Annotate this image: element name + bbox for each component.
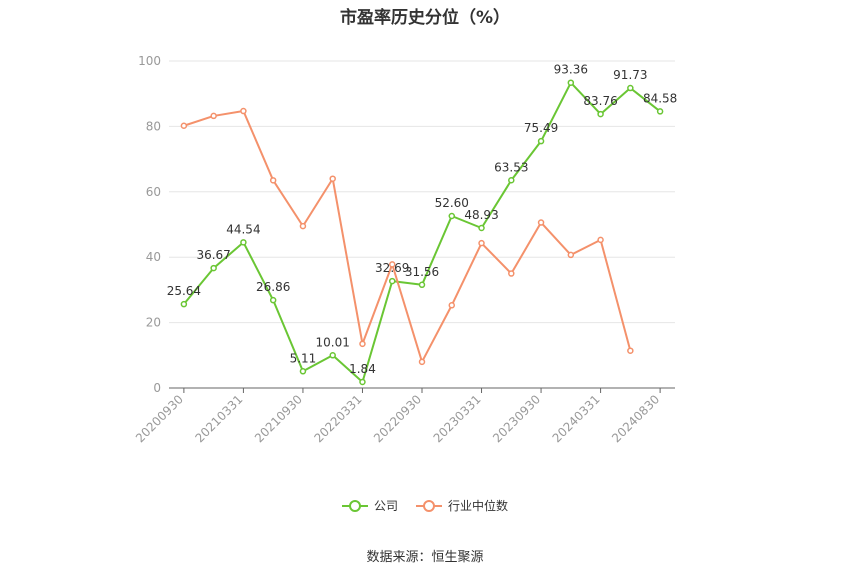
data-label: 36.67 [196,248,230,262]
data-point [359,378,366,386]
x-tick-label: 20240331 [550,392,603,445]
data-point [299,368,307,375]
y-tick-label: 80 [146,119,161,133]
data-point [299,222,307,230]
data-point [210,112,217,120]
series-lines [180,79,664,386]
data-point [329,175,336,182]
legend-swatch [341,499,368,512]
data-point [180,122,188,129]
data-label: 26.86 [256,280,290,294]
y-tick-label: 100 [138,54,161,68]
data-label: 31.56 [405,265,439,279]
y-tick-label: 20 [146,316,161,330]
x-tick-label: 20220331 [312,392,365,445]
data-label: 25.64 [167,284,201,298]
data-source: 数据来源：恒生聚源 [366,550,484,565]
legend-swatch [416,499,442,512]
x-tick-label: 20220930 [371,392,424,445]
data-point [448,212,456,220]
data-label: 84.58 [643,91,677,105]
data-point [359,340,366,348]
chart-title: 市盈率历史分位（%） [339,8,511,28]
x-tick-label: 20230930 [490,392,543,445]
data-point [627,84,634,92]
data-label: 44.54 [226,222,260,236]
x-tick-label: 20240830 [609,392,662,445]
data-point [269,296,277,304]
data-label: 75.49 [524,121,558,135]
data-point [210,264,217,272]
data-point [597,110,604,118]
x-tick-label: 20200930 [133,392,186,445]
x-tick-label: 20210331 [192,392,245,445]
data-point [418,358,426,366]
legend-label: 公司 [373,499,398,513]
data-label: 52.60 [435,196,469,210]
grid-lines [169,60,675,324]
data-point [240,239,247,246]
data-point [388,277,396,285]
data-point [567,251,575,259]
series-line [183,110,632,363]
data-label: 32.69 [375,261,409,275]
y-tick-label: 60 [146,185,161,199]
data-point [269,177,277,184]
data-label: 63.53 [494,160,528,174]
data-labels: 25.64 36.67 44.54 26.86 5.11 10.01 1.84 32.6931… [167,63,678,376]
legend-item-1[interactable]: 行业中位数 [416,497,508,514]
x-tick-label: 20210930 [252,392,305,445]
data-point [478,239,485,247]
data-point [448,302,456,309]
data-label: 91.73 [613,68,647,82]
legend-label: 行业中位数 [448,499,509,513]
data-point [537,137,545,145]
data-point [478,224,485,232]
series-1 [180,107,634,366]
data-point [508,270,515,277]
data-label: 48.93 [464,208,498,222]
data-label: 5.11 [290,351,317,365]
data-point [329,352,336,359]
y-tick-label: 0 [153,381,161,395]
data-point [418,281,426,289]
data-label: 1.84 [349,362,376,376]
data-point [656,108,664,115]
data-point [567,79,575,86]
data-point [240,107,247,115]
legend-item-0[interactable]: 公司 [341,497,398,514]
data-point [180,300,188,308]
series-0 [180,79,664,386]
x-tick-label: 20230331 [431,392,484,445]
data-point [597,236,604,244]
data-point [537,219,545,226]
data-point [627,347,634,354]
data-label: 83.76 [583,94,617,108]
data-label: 93.36 [554,63,588,77]
data-point [508,177,515,184]
data-label: 10.01 [316,335,350,349]
legend: 公司 行业中位数 [0,497,850,514]
data-point [388,261,396,268]
y-tick-label: 40 [146,250,161,264]
